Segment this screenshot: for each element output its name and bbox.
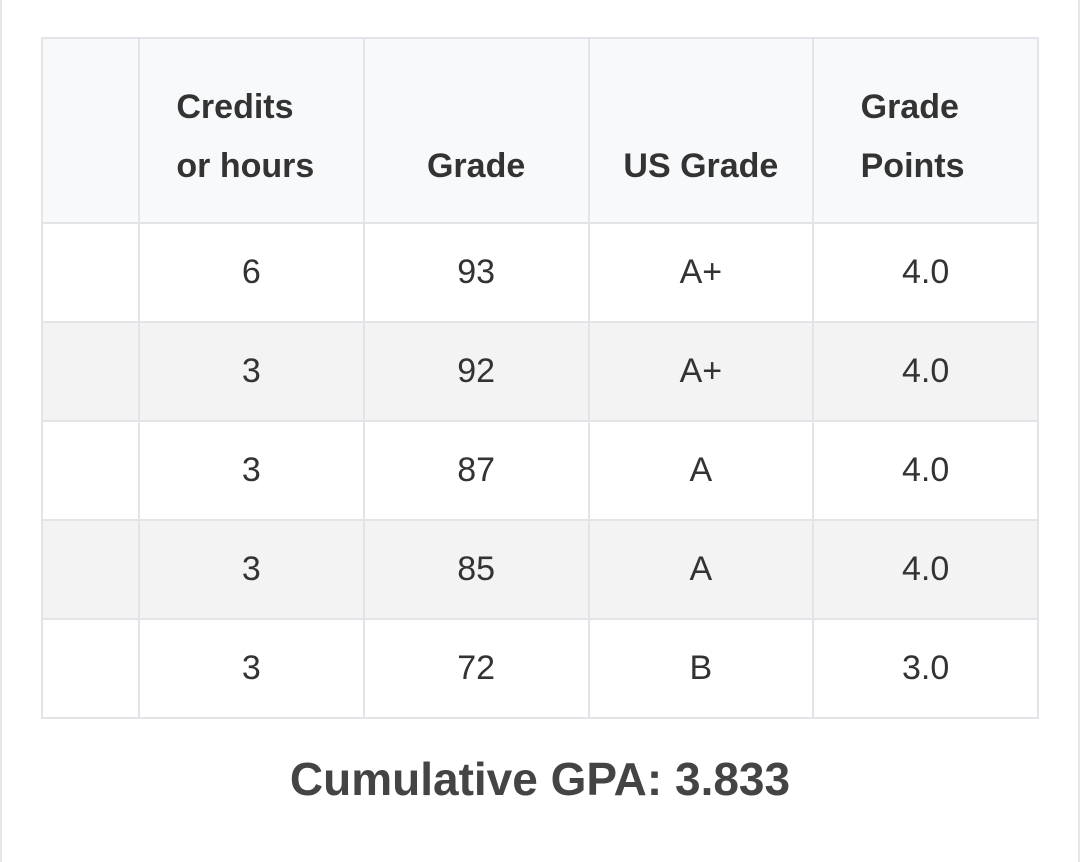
- cumulative-gpa: Cumulative GPA: 3.833: [289, 753, 791, 805]
- table-cell: 92: [362, 321, 590, 422]
- table-row: 3 87 A 4.0: [41, 420, 1039, 521]
- table-cell: 4.0: [812, 519, 1039, 620]
- header-text: US Grade: [623, 147, 779, 185]
- table-cell: 3: [138, 519, 365, 620]
- table-cell: A+: [587, 321, 815, 422]
- table-row: 3 92 A+ 4.0: [41, 321, 1039, 422]
- table-cell: 4.0: [812, 222, 1039, 323]
- table-cell: 4.0: [812, 420, 1039, 521]
- row-label-cell: [41, 321, 140, 422]
- header-cell: Grade Points: [812, 37, 1039, 224]
- table-cell: A: [587, 519, 815, 620]
- header-cell: [41, 37, 140, 224]
- table-cell: 85: [362, 519, 590, 620]
- table-cell: 93: [362, 222, 590, 323]
- table-cell: 3.0: [812, 618, 1039, 719]
- table-cell: A+: [587, 222, 815, 323]
- table-cell: B: [587, 618, 815, 719]
- header-text: Credits or hours: [176, 88, 315, 185]
- row-label-cell: [41, 222, 140, 323]
- header-row: Credits or hours Grade US Grade Grade Point…: [41, 37, 1039, 224]
- table-cell: 72: [362, 618, 590, 719]
- table-cell: 3: [138, 618, 365, 719]
- table-row: 3 85 A 4.0: [41, 519, 1039, 620]
- header-cell: Grade: [362, 37, 590, 224]
- row-label-cell: [41, 519, 140, 620]
- gpa-table: Credits or hours Grade US Grade Grade Point…: [41, 37, 1039, 719]
- table-row: 6 93 A+ 4.0: [41, 222, 1039, 323]
- table-cell: 6: [138, 222, 365, 323]
- table-body: 6 93 A+ 4.0 3 92 A+ 4.0 3 87 A 4.0 3 85 A 4.0 3 72 B 3.0: [41, 222, 1039, 719]
- table-cell: 3: [138, 420, 365, 521]
- header-cell: US Grade: [587, 37, 815, 224]
- header-text: Grade: [426, 147, 526, 185]
- table-cell: 3: [138, 321, 365, 422]
- table-cell: 87: [362, 420, 590, 521]
- table-cell: 4.0: [812, 321, 1039, 422]
- row-label-cell: [41, 420, 140, 521]
- header-text: Grade Points: [860, 88, 965, 185]
- row-label-cell: [41, 618, 140, 719]
- table-row: 3 72 B 3.0: [41, 618, 1039, 719]
- table-cell: A: [587, 420, 815, 521]
- header-cell: Credits or hours: [138, 37, 365, 224]
